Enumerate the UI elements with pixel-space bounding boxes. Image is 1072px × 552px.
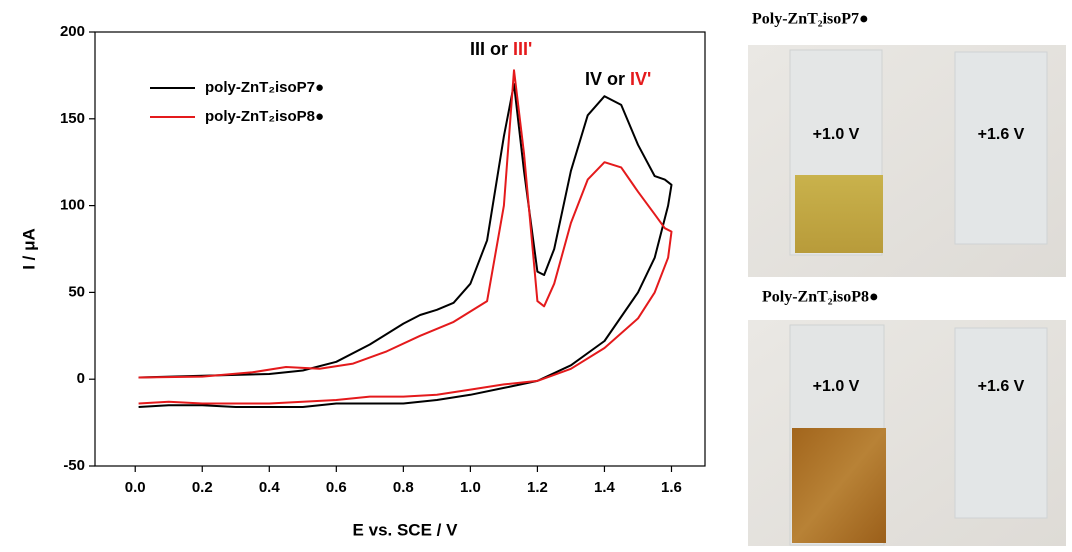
x-tick-label: 0.0 (125, 479, 146, 496)
data-line (138, 69, 673, 405)
photo-panel (748, 45, 1066, 277)
y-tick-label: 50 (68, 283, 85, 300)
x-tick-label: 1.4 (594, 479, 616, 496)
annotation-part: III' (513, 39, 532, 59)
x-tick-label: 0.8 (393, 479, 414, 496)
film-strip (954, 327, 1048, 519)
annotation-part: IV' (630, 69, 651, 89)
y-axis-label: I / μA (19, 228, 38, 270)
y-tick-label: 200 (60, 23, 85, 40)
x-tick-label: 1.6 (661, 479, 682, 496)
annotation: III or III' (470, 39, 532, 59)
data-line (138, 83, 673, 408)
legend-label: poly-ZnT₂isoP8● (205, 108, 324, 125)
x-axis-label: E vs. SCE / V (353, 520, 459, 539)
annotation-part: IV (585, 69, 602, 89)
photo-title: Poly-ZnT₂isoP7● (752, 11, 869, 28)
x-tick-label: 1.2 (527, 479, 548, 496)
x-tick-label: 1.0 (460, 479, 481, 496)
photo-label: +1.6 V (978, 378, 1025, 395)
y-tick-label: 0 (77, 370, 85, 387)
annotation-part: or (607, 69, 625, 89)
photo-label: +1.6 V (978, 126, 1025, 143)
y-tick-label: -50 (63, 457, 85, 474)
x-tick-label: 0.6 (326, 479, 347, 496)
annotation: IV or IV' (585, 69, 651, 89)
film-strip (954, 51, 1048, 245)
legend-label: poly-ZnT₂isoP7● (205, 79, 324, 96)
film-coating (792, 428, 886, 543)
photo-label: +1.0 V (813, 126, 860, 143)
photo-panel (748, 320, 1066, 546)
photo-label: +1.0 V (813, 378, 860, 395)
photo-title: Poly-ZnT₂isoP8● (762, 289, 879, 306)
x-tick-label: 0.4 (259, 479, 281, 496)
x-tick-label: 0.2 (192, 479, 213, 496)
annotation-part: III (470, 39, 485, 59)
y-tick-label: 150 (60, 110, 85, 127)
plot-frame (94, 31, 706, 467)
y-tick-label: 100 (60, 197, 85, 214)
annotation-part: or (490, 39, 508, 59)
film-coating (795, 175, 883, 253)
